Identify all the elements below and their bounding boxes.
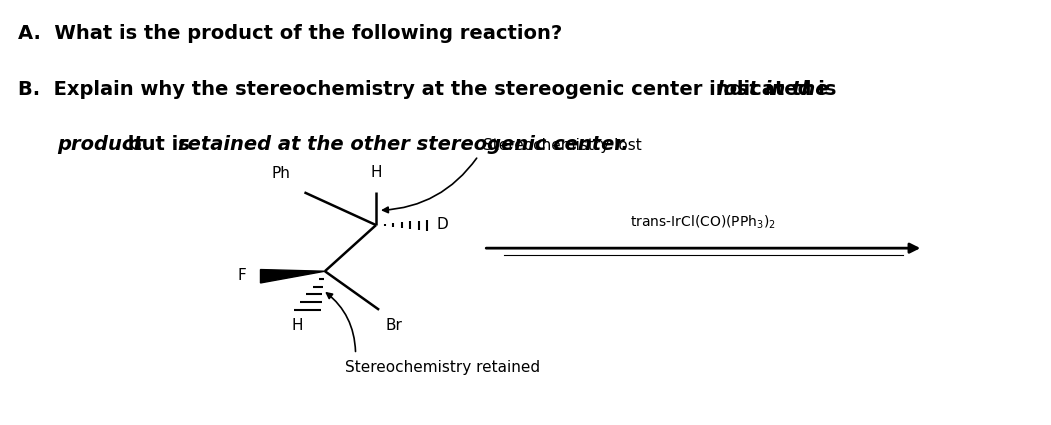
Text: Stereochemistry retained: Stereochemistry retained: [346, 360, 540, 375]
Text: retained at the other stereogenic center.: retained at the other stereogenic center…: [178, 135, 628, 154]
Text: F: F: [238, 268, 246, 283]
Text: Stereochemistry lost: Stereochemistry lost: [483, 138, 642, 153]
Text: A.  What is the product of the following reaction?: A. What is the product of the following …: [18, 24, 562, 43]
Text: Ph: Ph: [271, 166, 290, 181]
Text: trans-IrCl(CO)(PPh$_3$)$_2$: trans-IrCl(CO)(PPh$_3$)$_2$: [631, 214, 777, 231]
Text: B.  Explain why the stereochemistry at the stereogenic center indicated is: B. Explain why the stereochemistry at th…: [18, 80, 843, 99]
Text: product: product: [57, 135, 143, 154]
Text: Br: Br: [386, 318, 403, 333]
Text: but is: but is: [122, 135, 197, 154]
Text: H: H: [370, 165, 382, 180]
Polygon shape: [261, 269, 325, 283]
Text: H: H: [291, 318, 303, 333]
Text: D: D: [436, 217, 448, 232]
Text: lost in the: lost in the: [717, 80, 828, 99]
